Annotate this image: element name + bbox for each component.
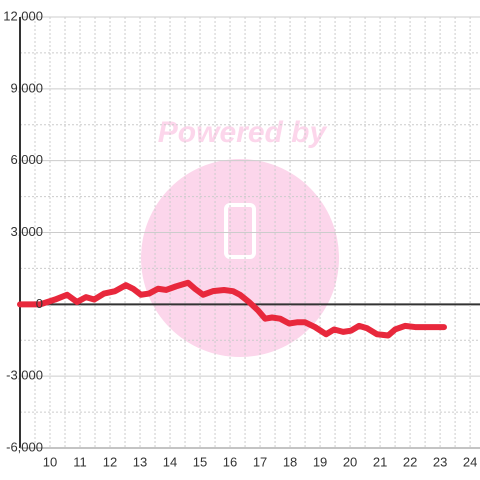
- watermark-icon: [224, 203, 256, 259]
- y-tick-label: 3,000: [10, 224, 43, 239]
- plot: [17, 279, 447, 339]
- x-tick-label: 24: [463, 454, 477, 469]
- data-line: [17, 279, 447, 339]
- x-tick-label: 11: [73, 454, 87, 469]
- x-tick-label: 15: [193, 454, 207, 469]
- grid: [19, 16, 480, 449]
- watermark-text: Powered by: [158, 116, 328, 149]
- x-tick-label: 14: [163, 454, 177, 469]
- x-tick-label: 16: [223, 454, 237, 469]
- y-tick-label: 12,000: [3, 8, 43, 23]
- x-tick-label: 23: [433, 454, 447, 469]
- x-tick-label: 12: [103, 454, 117, 469]
- x-tick-label: 13: [133, 454, 147, 469]
- x-tick-label: 22: [403, 454, 417, 469]
- x-tick-label: 19: [313, 454, 327, 469]
- x-tick-label: 17: [253, 454, 267, 469]
- y-tick-label: -6,000: [6, 439, 43, 454]
- y-tick-label: 6,000: [10, 152, 43, 167]
- x-tick-label: 10: [43, 454, 57, 469]
- watermark: Powered by: [141, 116, 339, 357]
- y-tick-label: 9,000: [10, 80, 43, 95]
- x-tick-label: 20: [343, 454, 357, 469]
- y-tick-label: -3,000: [6, 368, 43, 383]
- y-tick-label: 0: [36, 296, 43, 311]
- x-tick-label: 18: [283, 454, 297, 469]
- x-tick-label: 21: [373, 454, 387, 469]
